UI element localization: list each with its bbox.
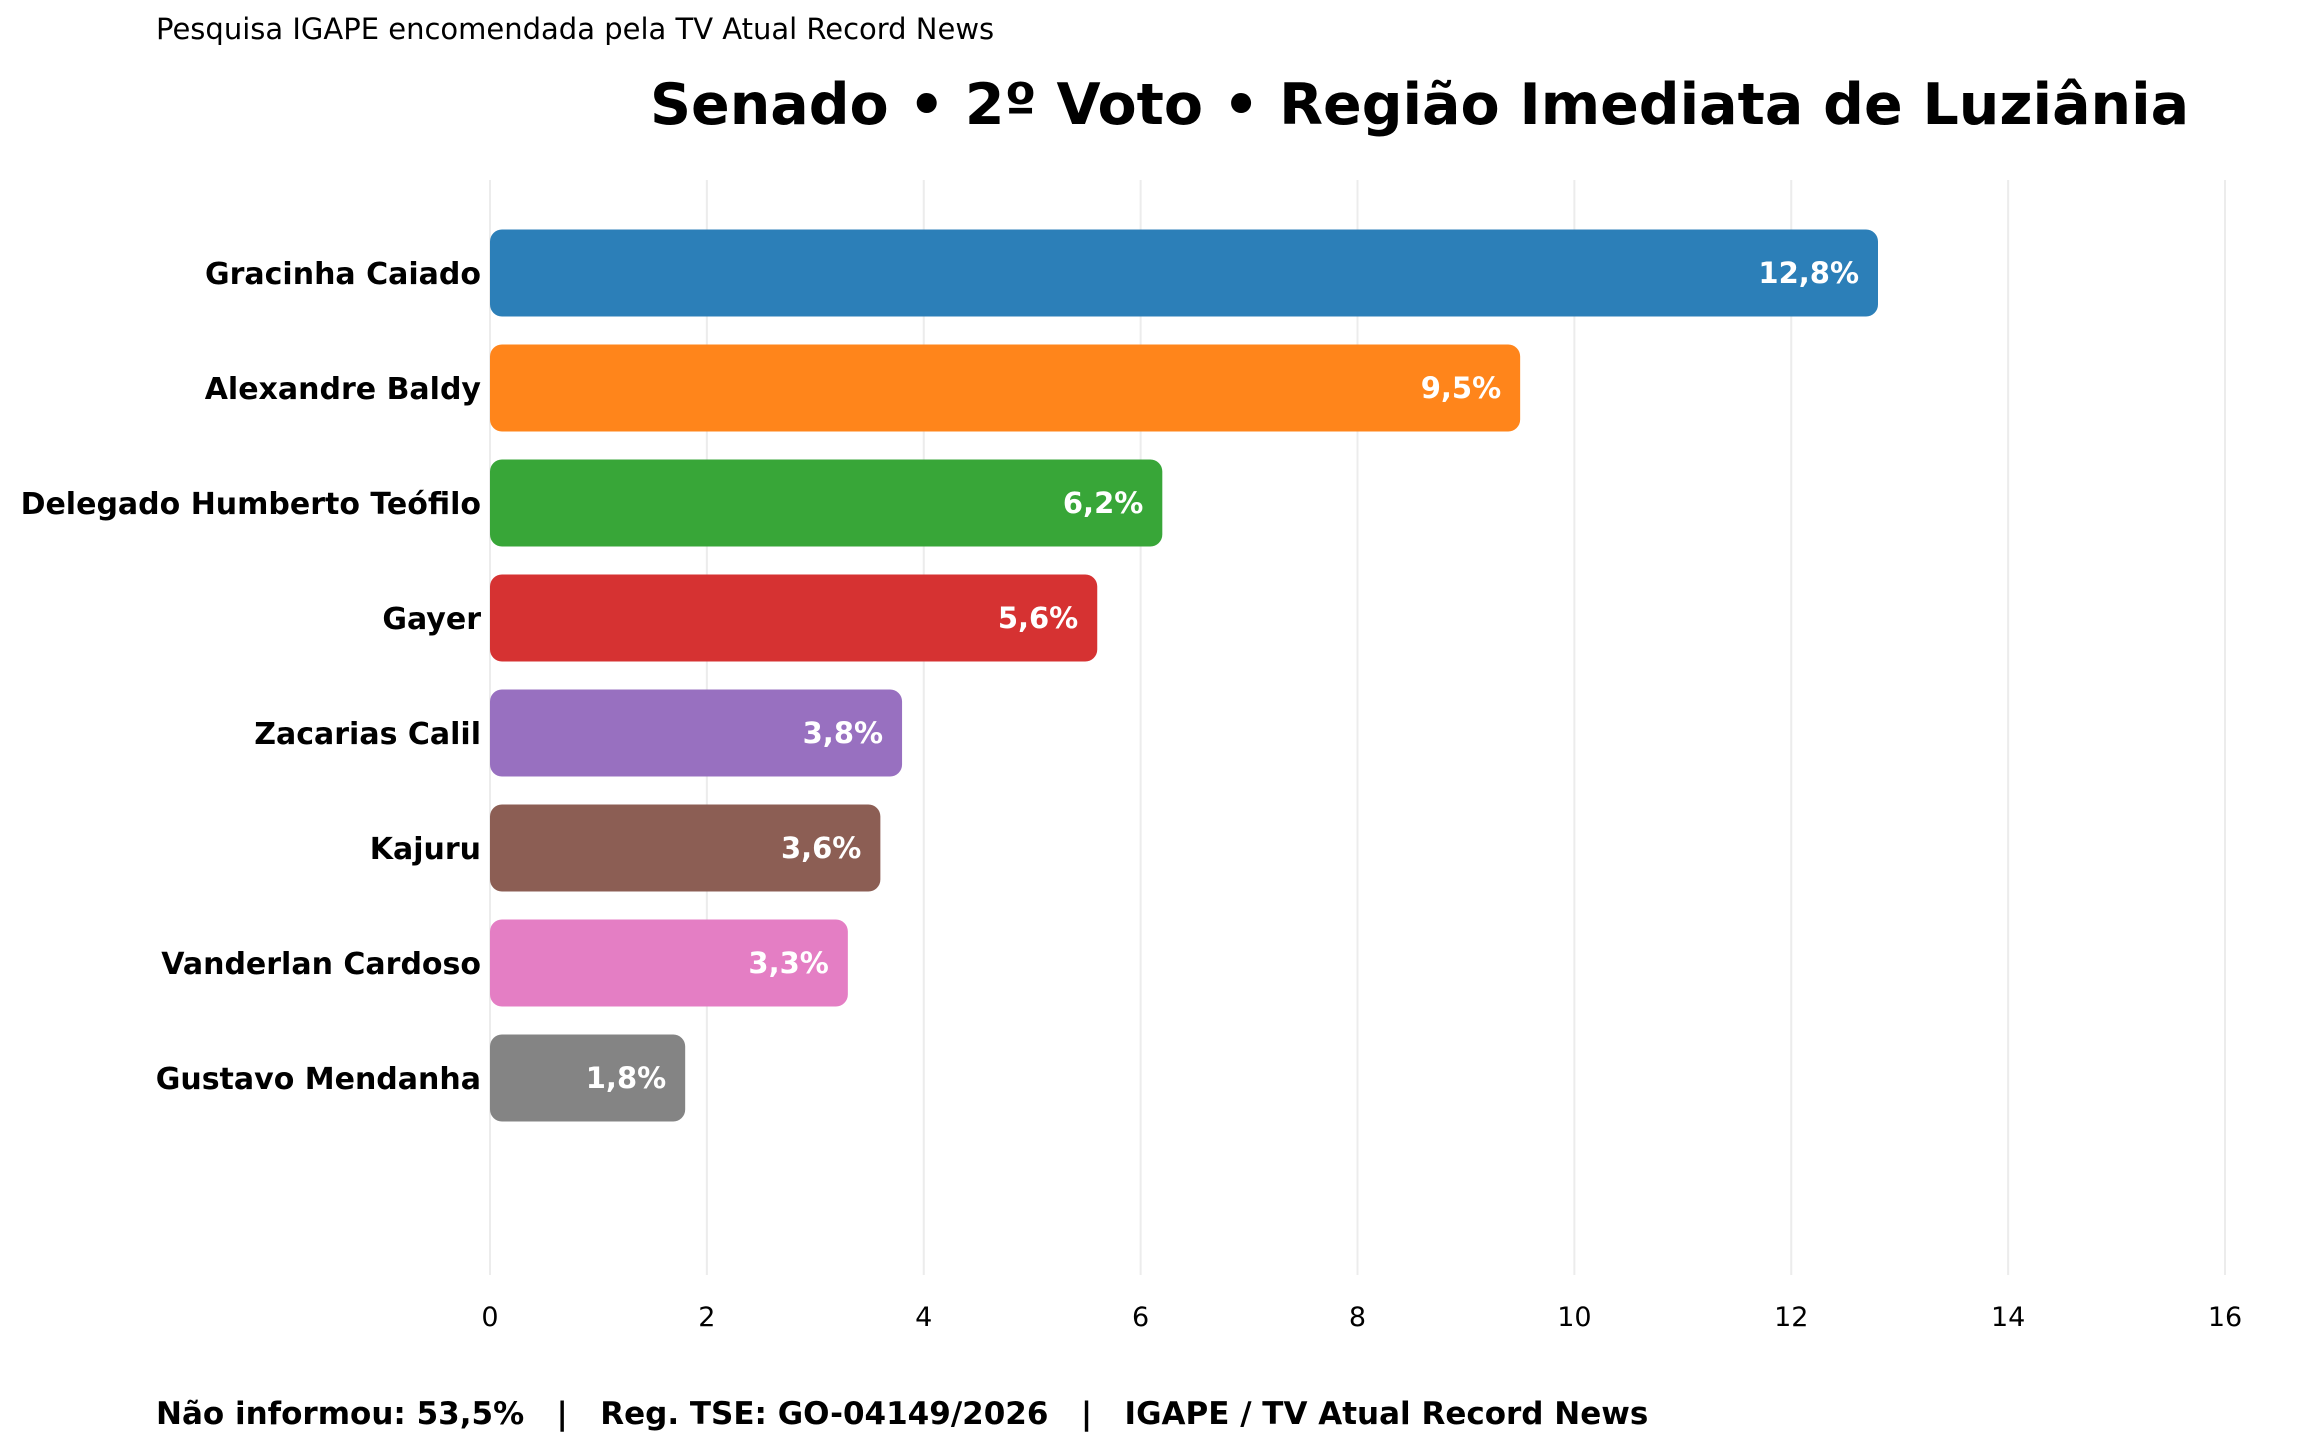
- x-axis-ticks: 0 2 4 6 8 10 12 14 16: [481, 1302, 2242, 1333]
- value-label: 3,8%: [803, 716, 883, 750]
- chart-subtitle: Pesquisa IGAPE encomendada pela TV Atual…: [156, 12, 995, 46]
- x-tick-label: 14: [1991, 1302, 2025, 1333]
- x-tick-label: 10: [1557, 1302, 1591, 1333]
- footer-not-informed: Não informou: 53,5%: [156, 1396, 525, 1432]
- category-label: Gayer: [382, 602, 481, 637]
- value-label: 5,6%: [998, 601, 1078, 635]
- footer-separator: |: [556, 1396, 568, 1432]
- bar: [490, 459, 1163, 547]
- bar: [490, 229, 1878, 317]
- value-label: 6,2%: [1063, 486, 1143, 520]
- category-label: Kajuru: [370, 832, 481, 867]
- bar: [490, 689, 903, 777]
- category-label: Gracinha Caiado: [205, 257, 481, 292]
- bar: [490, 919, 848, 1007]
- value-label: 9,5%: [1421, 371, 1501, 405]
- footer-registration: Reg. TSE: GO-04149/2026: [600, 1396, 1049, 1432]
- x-tick-label: 6: [1132, 1302, 1149, 1333]
- category-label: Vanderlan Cardoso: [161, 947, 481, 982]
- category-label: Delegado Humberto Teófilo: [21, 487, 481, 522]
- footer-source: IGAPE / TV Atual Record News: [1124, 1396, 1649, 1432]
- footer: Não informou: 53,5% | Reg. TSE: GO-04149…: [156, 1396, 1648, 1432]
- value-label: 12,8%: [1758, 256, 1859, 290]
- category-label: Zacarias Calil: [254, 717, 481, 752]
- category-labels: Gracinha Caiado Alexandre Baldy Delegado H…: [21, 257, 482, 1097]
- footer-separator: |: [1080, 1396, 1093, 1432]
- value-label: 1,8%: [586, 1061, 666, 1095]
- bar: [490, 574, 1098, 662]
- x-tick-label: 0: [481, 1302, 498, 1333]
- bar: [490, 1034, 686, 1122]
- x-tick-label: 12: [1774, 1302, 1808, 1333]
- category-label: Gustavo Mendanha: [156, 1062, 481, 1097]
- value-label: 3,6%: [781, 831, 861, 865]
- x-tick-label: 2: [698, 1302, 715, 1333]
- bar: [490, 344, 1521, 432]
- value-label: 3,3%: [748, 946, 828, 980]
- value-labels: 12,8% 9,5% 6,2% 5,6% 3,8% 3,6% 3,3% 1,8%: [586, 256, 1859, 1095]
- x-tick-label: 8: [1349, 1302, 1366, 1333]
- chart-title: Senado • 2º Voto • Região Imediata de Lu…: [650, 72, 2190, 138]
- bar: [490, 804, 881, 892]
- bars: [490, 229, 1878, 1122]
- x-tick-label: 16: [2208, 1302, 2242, 1333]
- category-label: Alexandre Baldy: [205, 372, 482, 407]
- x-tick-label: 4: [915, 1302, 932, 1333]
